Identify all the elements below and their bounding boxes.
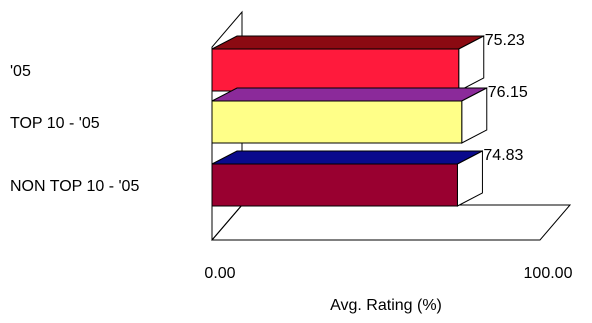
- x-tick-label-min: 0.00: [204, 265, 235, 282]
- chart-floor: [210, 204, 572, 241]
- x-axis-title: Avg. Rating (%): [330, 297, 442, 314]
- bar-series: [211, 35, 488, 207]
- bar-front-face: [211, 48, 460, 92]
- category-label-3: NON TOP 10 - '05: [10, 178, 139, 195]
- value-labels: 75.23 76.15 74.83: [483, 32, 527, 164]
- bar-front-face: [211, 163, 458, 207]
- category-label-1: '05: [10, 63, 31, 80]
- bar-top-face: [211, 87, 488, 102]
- bar-top-face: [211, 150, 483, 165]
- x-tick-label-max: 100.00: [524, 265, 573, 282]
- value-label-1: 75.23: [485, 32, 525, 49]
- bar-2: [211, 87, 488, 144]
- category-labels: '05 TOP 10 - '05 NON TOP 10 - '05: [10, 63, 139, 195]
- value-label-2: 76.15: [488, 84, 528, 101]
- bar-top-face: [211, 35, 484, 50]
- bar-front-face: [211, 100, 463, 144]
- category-label-2: TOP 10 - '05: [10, 115, 100, 132]
- bar-3: [211, 150, 483, 207]
- bar-1: [211, 35, 485, 92]
- value-label-3: 74.83: [483, 147, 523, 164]
